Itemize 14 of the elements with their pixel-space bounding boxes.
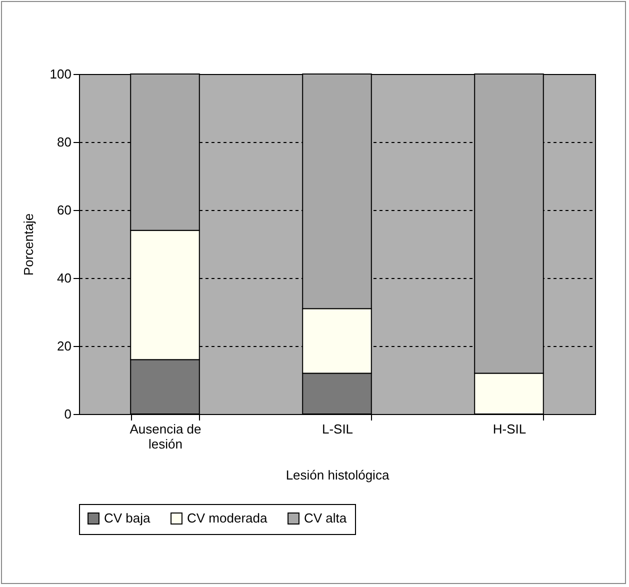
- x-tick-label: H-SIL: [492, 422, 526, 436]
- y-tick-label: 20: [57, 338, 72, 354]
- x-axis-title: Lesión histológica: [286, 468, 390, 482]
- legend-label: CV baja: [104, 510, 152, 526]
- x-tick-label: Ausencia de lesión: [130, 422, 202, 452]
- legend-label: CV moderada: [187, 510, 268, 526]
- legend-label: CV alta: [304, 510, 348, 526]
- y-tick-label: 100: [50, 66, 72, 82]
- y-tick-label: 0: [64, 406, 72, 422]
- y-tick-label: 40: [57, 270, 72, 286]
- x-tick-label: L-SIL: [322, 422, 354, 436]
- y-axis-title: Porcentaje: [20, 213, 36, 276]
- y-tick-label: 60: [57, 202, 72, 218]
- y-tick-label: 80: [57, 134, 72, 150]
